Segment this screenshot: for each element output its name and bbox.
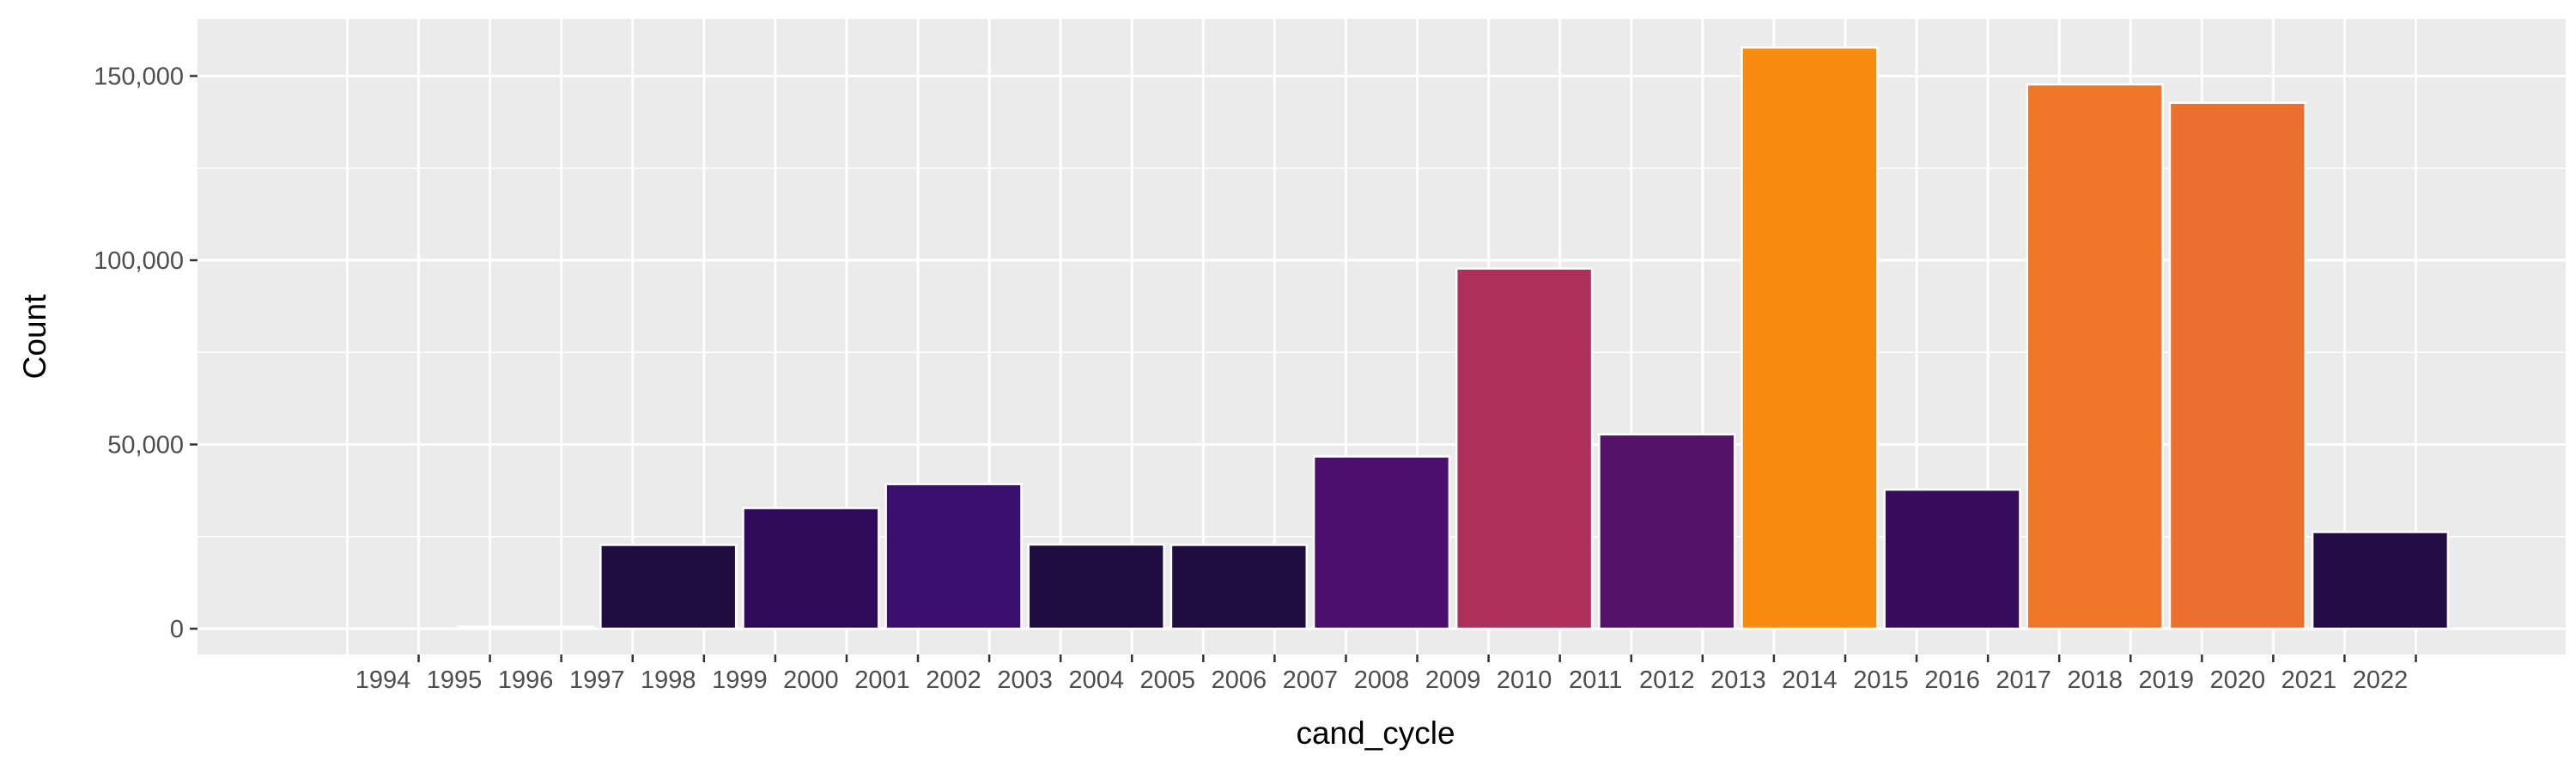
bar-2019-2021 (2168, 101, 2307, 630)
x-tick-label: 2000 (783, 666, 839, 694)
x-tick-label: 1999 (712, 666, 768, 694)
y-tick-label: 50,000 (107, 431, 184, 459)
x-tick-label: 2020 (2210, 666, 2266, 694)
bar-2005-2007 (1170, 544, 1309, 630)
x-axis-title: cand_cycle (1296, 715, 1455, 751)
x-tick-label: 2015 (1853, 666, 1909, 694)
bar-2013-2015 (1741, 46, 1879, 630)
x-tick-label: 2004 (1068, 666, 1124, 694)
x-tick-label: 1997 (569, 666, 625, 694)
x-tick-label: 2007 (1283, 666, 1339, 694)
x-tick-label: 2005 (1140, 666, 1196, 694)
x-tick-label: 2022 (2353, 666, 2409, 694)
x-axis: 1994 1995 1996 1997 1998 1999 2000 2001 2002 2003… (355, 654, 2417, 694)
x-tick-label: 2012 (1639, 666, 1695, 694)
bar-1997-1999 (599, 544, 738, 630)
x-tick-label: 1994 (355, 666, 411, 694)
bar-1995-1997 (456, 625, 595, 630)
bar-2007-2009 (1312, 455, 1451, 630)
x-tick-label: 2018 (2067, 666, 2123, 694)
bar-2003-2005 (1027, 543, 1165, 630)
x-tick-label: 1995 (427, 666, 483, 694)
bar-2001-2003 (884, 483, 1023, 630)
bar-2011-2013 (1598, 433, 1736, 630)
x-tick-label: 1996 (498, 666, 554, 694)
bar-2015-2017 (1883, 488, 2021, 630)
x-tick-label: 2019 (2139, 666, 2195, 694)
x-tick-label: 2013 (1710, 666, 1766, 694)
bar-2017-2019 (2026, 82, 2164, 630)
bar-2009-2011 (1455, 267, 1594, 630)
bar-2021-2023 (2311, 531, 2450, 630)
x-tick-label: 2002 (926, 666, 981, 694)
y-tick-label: 150,000 (94, 63, 184, 90)
y-axis-title: Count (17, 294, 52, 379)
x-tick-label: 2014 (1782, 666, 1838, 694)
x-tick-label: 2008 (1354, 666, 1410, 694)
y-tick-label: 100,000 (94, 247, 184, 275)
x-tick-label: 2003 (997, 666, 1053, 694)
y-axis: 0 50,000 100,000 150,000 (94, 63, 197, 643)
x-tick-label: 2010 (1497, 666, 1552, 694)
x-tick-label: 2006 (1212, 666, 1267, 694)
bar-1999-2001 (742, 507, 880, 630)
x-tick-label: 2001 (854, 666, 910, 694)
x-tick-label: 2017 (1996, 666, 2051, 694)
x-tick-label: 2016 (1924, 666, 1980, 694)
x-tick-label: 1998 (641, 666, 696, 694)
y-tick-label: 0 (170, 616, 184, 643)
x-tick-label: 2011 (1569, 666, 1622, 694)
x-tick-label: 2021 (2281, 666, 2337, 694)
bars (456, 46, 2450, 630)
x-tick-label: 2009 (1425, 666, 1481, 694)
